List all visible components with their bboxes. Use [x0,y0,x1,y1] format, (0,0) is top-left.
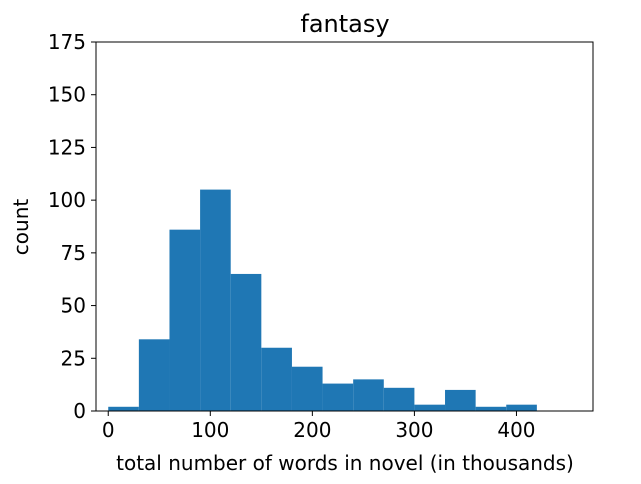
histogram-bar-11 [445,389,476,411]
histogram-bar-4 [230,273,262,411]
histogram-bar-1 [138,339,170,411]
histogram-bar-5 [261,347,292,411]
x-tick-label: 400 [497,418,535,442]
histogram-bar-10 [414,404,446,411]
plot-frame [95,41,594,412]
y-tick-label: 75 [61,241,86,265]
histogram-bar-2 [169,229,201,411]
x-axis-label: total number of words in novel (in thous… [116,451,574,475]
histogram-bar-0 [108,406,139,411]
x-tick-label: 100 [191,418,229,442]
y-tick-label: 150 [48,83,86,107]
histogram-bar-7 [322,383,354,411]
histogram-bar-9 [383,387,415,411]
histogram-bar-3 [200,189,231,411]
x-tick-label: 200 [293,418,331,442]
x-axis-ticks: 0 100 200 300 400 [102,411,536,442]
y-tick-label: 50 [61,294,86,318]
y-axis-label: count [9,199,33,256]
histogram-bar-13 [506,404,537,411]
y-tick-label: 25 [61,346,86,370]
y-tick-label: 125 [48,135,86,159]
chart-title: fantasy [300,10,389,38]
histogram-bar-8 [353,379,384,411]
y-tick-label: 100 [48,188,86,212]
y-tick-label: 0 [73,399,86,423]
x-tick-label: 0 [102,418,115,442]
histogram-bars [108,189,537,411]
y-axis-ticks: 0 25 50 75 100 125 150 175 [48,30,96,423]
y-tick-label: 175 [48,30,86,54]
histogram-bar-12 [475,406,507,411]
histogram-bar-6 [291,366,323,411]
x-tick-label: 300 [395,418,433,442]
